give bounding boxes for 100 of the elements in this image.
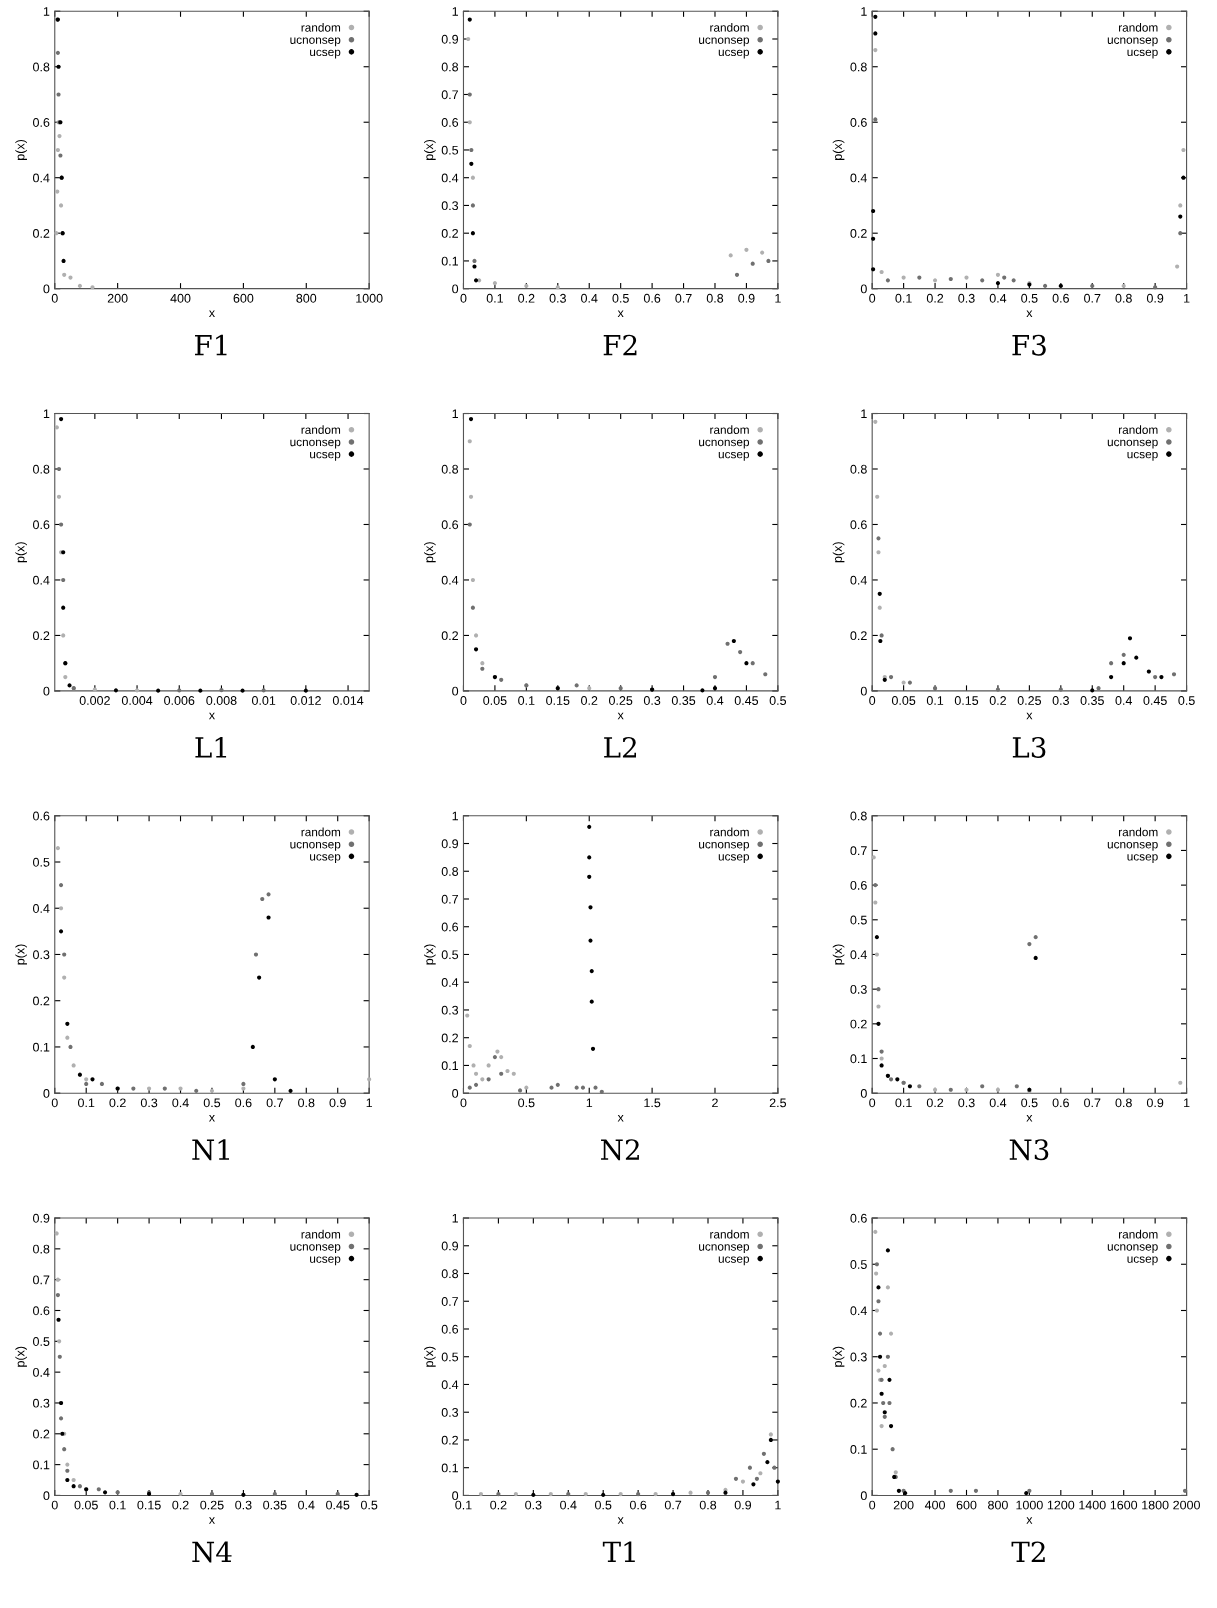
x-tick-label: 0.7 [664,1500,682,1510]
x-tick-label: 0.05 [483,696,507,705]
text: F1 [195,334,227,356]
x-axis-title: x [617,310,624,318]
y-tick-label: 1 [861,409,867,419]
y-tick-label: 0.5 [33,1337,50,1346]
y-axis-title: p(x) [424,944,436,965]
y-tick-label: 0 [452,686,459,696]
y-tick-label: 0.1 [33,1042,50,1052]
y-tick-label: 0.5 [850,915,867,925]
y-tick-label: 0.8 [33,1244,50,1254]
y-tick-label: 0.6 [33,118,50,127]
x-tick-label: 0.8 [298,1098,315,1108]
y-tick-label: 0.4 [850,950,867,960]
x-tick-label: 0.4 [172,1098,189,1108]
y-tick-label: 0.4 [441,173,459,183]
x-tick-label: 0.35 [671,696,696,705]
legend-label: random [301,23,341,32]
x-tick-label: 800 [296,293,317,303]
y-tick-label: 0.3 [441,201,459,211]
y-axis-title: p(x) [15,139,27,160]
legend-label: ucnonsep [1107,841,1158,851]
x-tick-label: 0.5 [1178,696,1195,705]
text: N4 [192,1541,232,1563]
x-axis-title: x [617,1114,624,1122]
x-tick-label: 0.5 [203,1098,221,1108]
x-tick-label: 0.9 [1146,293,1164,303]
y-tick-label: 0.8 [33,62,50,72]
y-tick-label: 0.8 [33,464,50,474]
y-tick-label: 0 [860,1088,867,1098]
x-tick-label: 0.7 [1084,293,1101,303]
x-tick-label: 0 [869,293,876,303]
legend-label: ucnonsep [290,841,341,851]
x-tick-label: 0.15 [954,696,979,705]
legend-label: ucnonsep [1107,1244,1158,1254]
y-tick-label: 0.2 [33,1429,50,1439]
legend-label: random [301,1229,341,1239]
x-tick-label: 0 [51,1098,58,1108]
y-tick-label: 0.3 [441,1408,459,1417]
x-tick-label: 0 [460,696,467,705]
y-tick-label: 1 [452,1213,458,1223]
legend-label: ucsep [310,49,341,59]
x-axis-title: x [617,712,624,720]
y-tick-label: 0.4 [441,575,459,585]
y-tick-label: 0.8 [850,62,867,72]
x-tick-label: 1 [775,293,781,303]
x-tick-label: 0.25 [1017,696,1042,705]
y-tick-label: 0.2 [850,1398,867,1408]
y-tick-label: 0.2 [850,228,867,238]
x-tick-label: 0.8 [1115,293,1132,303]
x-tick-label: 0.1 [109,1500,126,1510]
y-tick-label: 0 [43,284,50,294]
x-tick-label: 0.2 [926,1098,944,1108]
y-tick-label: 0.2 [33,631,50,641]
y-tick-label: 0.4 [850,1306,867,1316]
x-tick-label: 1000 [356,293,383,303]
y-tick-label: 0.6 [441,118,459,127]
legend-label: ucnonsep [699,841,750,851]
x-tick-label: 0.4 [1115,696,1133,705]
x-tick-label: 0.05 [74,1500,98,1510]
y-tick-label: 0.1 [850,1054,867,1064]
legend-label: ucsep [1127,49,1158,59]
x-tick-label: 0.3 [643,696,661,705]
x-tick-label: 0.8 [699,1500,717,1510]
x-tick-label: 0.1 [895,293,912,303]
legend-label: ucnonsep [699,37,750,47]
x-tick-label: 0.4 [560,1500,577,1510]
text: T2 [1011,1541,1045,1563]
y-tick-label: 0.8 [850,464,867,474]
x-tick-label: 0.01 [251,696,276,705]
y-axis-title: p(x) [832,542,845,563]
y-tick-label: 0.8 [441,62,459,72]
legend-label: random [710,1229,749,1239]
x-tick-label: 0.1 [926,696,944,705]
text: N1 [192,1139,230,1161]
y-tick-label: 0.6 [850,880,867,890]
y-tick-label: 0.4 [33,173,50,183]
x-tick-label: 0.15 [546,696,570,705]
legend-label: random [1119,1229,1158,1239]
x-tick-label: 0.05 [891,696,916,705]
y-tick-label: 0 [452,284,459,294]
x-tick-label: 0.8 [1115,1098,1132,1108]
x-tick-label: 0.2 [926,293,944,303]
y-tick-label: 0.2 [441,1435,458,1445]
y-tick-label: 0.7 [850,846,867,856]
x-tick-label: 0.4 [989,293,1007,303]
y-axis-title: p(x) [832,1346,845,1367]
x-tick-label: 0.2 [518,293,535,303]
x-tick-label: 0.014 [332,696,364,705]
y-tick-label: 0.6 [850,1213,867,1223]
text: F3 [1012,334,1046,356]
x-axis-title: x [208,712,215,720]
y-axis-title: p(x) [15,944,27,965]
x-tick-label: 0.3 [525,1500,542,1510]
y-tick-label: 0.6 [441,922,459,932]
legend-label: random [710,425,749,434]
x-tick-label: 600 [233,293,254,303]
x-tick-label: 1.5 [644,1098,661,1108]
x-tick-label: 0.45 [1143,696,1167,705]
x-tick-label: 0 [869,1500,876,1510]
